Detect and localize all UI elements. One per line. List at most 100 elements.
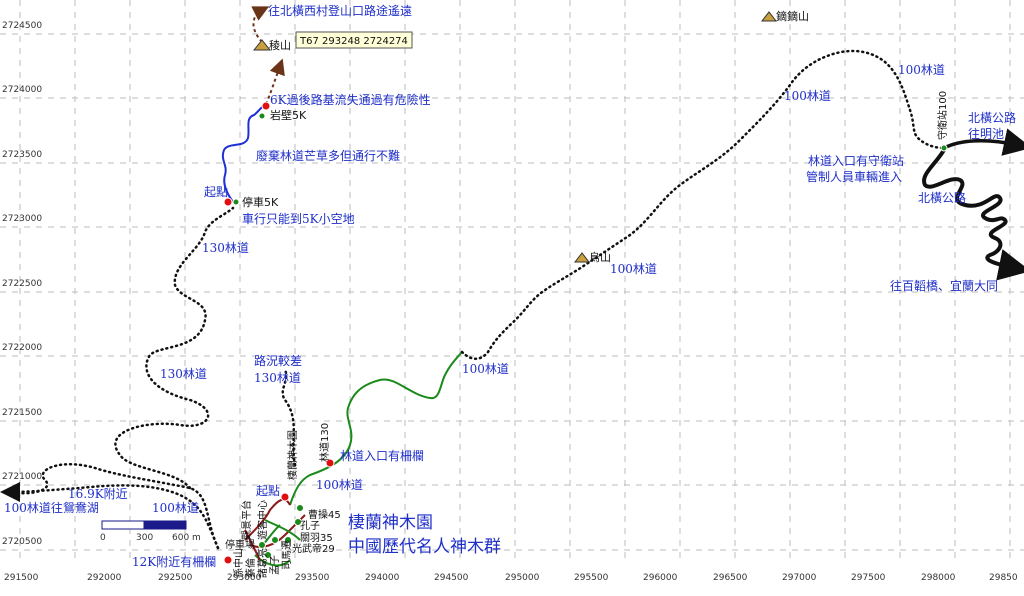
waypoint-parking[interactable] [232, 198, 240, 206]
peak-wushan[interactable]: 烏山 [573, 250, 611, 264]
note-forest-gate: 林道入口有柵欄 [340, 448, 424, 463]
label-guard-station: 守衛站100 [936, 91, 949, 140]
scale-label: 600 m [172, 533, 201, 543]
road-label-100: 100林道 [316, 478, 363, 492]
mountain-icon [760, 11, 778, 22]
waypoint-cliff[interactable] [258, 112, 266, 120]
road-label-130-vertical: 林道130 [318, 423, 331, 462]
label-parking-5k: 停車5K [242, 195, 279, 209]
peak-label: 鏑鏑山 [776, 9, 809, 23]
note-to-yilan: 往百韜橋、宜蘭大同 [890, 278, 998, 293]
park-label: 光武帝29 [292, 542, 335, 555]
label-start-top: 起點 [204, 185, 228, 199]
scale-bar: 0 300 600 m [100, 520, 201, 543]
route-100-forest-road [460, 49, 946, 360]
label-cliff-6k: 岩壁5K [270, 108, 307, 122]
route-100-green [289, 351, 463, 506]
waypoint-park-a[interactable] [258, 541, 266, 549]
park-label: 觀景平台 [240, 500, 253, 540]
x-label: 294000 [365, 573, 400, 583]
waypoint-park-e[interactable] [284, 536, 292, 544]
park-label: 停車場 [225, 538, 255, 551]
note-16-9k: 16.9K附近 [68, 487, 128, 501]
road-label-100: 100林道 [898, 63, 945, 77]
waypoint-park-c[interactable] [294, 518, 302, 526]
route-130-forest-road [10, 206, 235, 550]
waypoint-guard-station[interactable] [940, 144, 948, 152]
park-label: 諸葛亮 [256, 548, 269, 578]
label-beiheng: 北橫公路 [918, 190, 966, 205]
waypoint-start-bottom[interactable] [280, 492, 290, 502]
x-label: 293500 [295, 573, 330, 583]
label-start-bottom: 起點 [256, 484, 280, 498]
y-label: 2721000 [2, 472, 42, 482]
note-guard-line1: 林道入口有守衛站 [808, 154, 904, 168]
x-label: 298000 [921, 573, 956, 583]
route-100-west [0, 481, 220, 550]
route-to-beiheng-west [251, 6, 270, 43]
label-to-mingchi: 往明池 [968, 126, 1004, 141]
note-road-poor: 路況較差 [254, 353, 302, 368]
x-label: 296500 [713, 573, 748, 583]
waypoint-6k[interactable] [261, 101, 271, 111]
park-label: 司馬遷 [281, 540, 293, 570]
note-to-yuanyang-lake: 100林道往鴛鴦湖 [4, 500, 99, 515]
x-label: 291500 [4, 573, 39, 583]
road-label-100: 100林道 [152, 501, 199, 515]
label-beiheng-mingchi: 北橫公路 [968, 110, 1016, 125]
waypoints [223, 101, 948, 565]
note-abandoned-road: 廢棄林道芒草多但通行不難 [256, 148, 400, 163]
y-label: 2722000 [2, 343, 42, 353]
y-label: 2720500 [2, 537, 42, 547]
scale-label: 0 [100, 533, 106, 543]
waypoint-12k-gate[interactable] [223, 555, 233, 565]
waypoint-forest-gate[interactable] [325, 458, 335, 468]
road-label-100: 100林道 [610, 262, 657, 276]
y-label: 2723500 [2, 150, 42, 160]
route-abandoned-blue [221, 104, 266, 203]
park-label: 遊客中心 [256, 500, 269, 540]
park-label: 棲蘭神木園 [286, 430, 299, 480]
waypoint-park-d[interactable] [296, 504, 304, 512]
park-label: 關羽35 [300, 532, 333, 544]
x-axis-labels: 291500 292000 292500 293000 293500 29400… [4, 573, 1018, 583]
mountain-icon [573, 252, 591, 263]
route-beyond-6k [265, 58, 285, 105]
coordinate-grid [0, 0, 1024, 560]
tooltip-text: T67 293248 2724274 [299, 36, 408, 47]
note-guard-line2: 管制人員車輛進入 [806, 169, 902, 184]
x-label: 296000 [643, 573, 678, 583]
road-label-130: 130林道 [202, 241, 249, 255]
park-label: 蔡倫 [244, 558, 257, 578]
route-130-poor-section [281, 368, 297, 467]
road-label-130: 130林道 [254, 371, 301, 385]
peak-label: 烏山 [589, 250, 611, 264]
park-title: 棲蘭神木園 [348, 513, 433, 533]
x-label: 295500 [574, 573, 609, 583]
note-car-5k: 車行只能到5K小空地 [242, 212, 355, 226]
note-to-beiheng-west: 往北橫西村登山口路途遙遠 [268, 3, 412, 18]
y-label: 2723000 [2, 214, 42, 224]
route-beiheng-east [922, 148, 1024, 281]
coordinate-tooltip: T67 293248 2724274 [295, 31, 413, 49]
road-label-100: 100林道 [462, 362, 509, 376]
peak-lengshan[interactable]: 稜山 [252, 39, 291, 52]
x-label: 297000 [782, 573, 817, 583]
route-beiheng-highway [943, 128, 1024, 156]
y-label: 2724500 [2, 21, 42, 31]
x-label: 294500 [434, 573, 469, 583]
waypoint-start-top[interactable] [223, 197, 233, 207]
waypoint-park-b[interactable] [271, 536, 279, 544]
park-label: 孟子 [269, 555, 281, 575]
scale-label: 300 [136, 533, 153, 543]
x-label: 292000 [87, 573, 122, 583]
waypoint-park-f[interactable] [264, 551, 272, 559]
x-label: 297500 [851, 573, 886, 583]
y-label: 2721500 [2, 408, 42, 418]
park-labels: 觀景平台 棲蘭神木園 停車場 遊客中心 曹操45 孔子 關羽35 光武帝29 司… [225, 430, 341, 578]
peak-xiaoxiaoshan[interactable]: 鏑鏑山 [760, 9, 809, 23]
y-label: 2722500 [2, 279, 42, 289]
x-label: 293000 [227, 573, 262, 583]
x-label: 292500 [158, 573, 193, 583]
mountain-icon [252, 39, 272, 51]
